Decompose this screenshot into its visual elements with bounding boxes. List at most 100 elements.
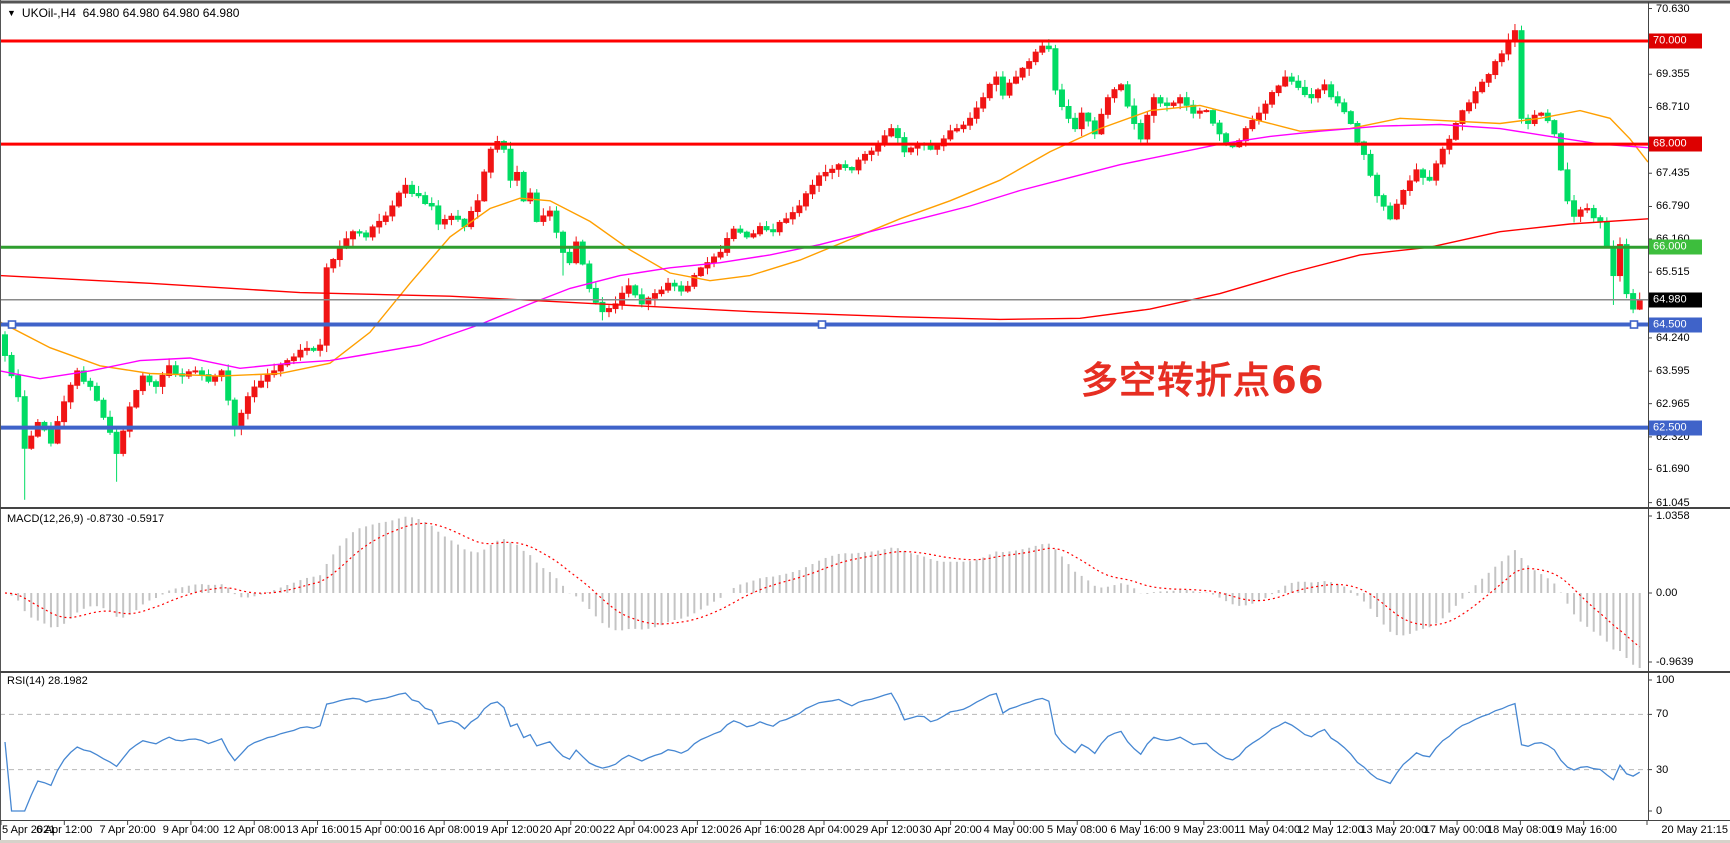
candle-body — [212, 375, 219, 382]
candle-body — [1104, 97, 1111, 115]
candle-body — [317, 344, 324, 351]
candle-body — [1065, 105, 1072, 119]
candle-body — [573, 241, 580, 264]
candle-body — [100, 399, 107, 418]
candle-body — [244, 396, 251, 414]
macd-signal-line — [4, 522, 1641, 648]
candle-body — [1472, 91, 1479, 104]
hline-drag-handle[interactable] — [1629, 320, 1639, 329]
candle-body — [855, 159, 862, 171]
candle-body — [973, 107, 980, 119]
candle-body — [953, 128, 960, 132]
candle-body — [80, 370, 87, 382]
candle-body — [533, 192, 540, 222]
candle-body — [678, 285, 685, 292]
candle-body — [737, 228, 744, 233]
candle-body — [113, 431, 120, 454]
candle-body — [1052, 48, 1059, 91]
candle-body — [1623, 244, 1630, 295]
candle-body — [15, 375, 22, 398]
candle-body — [645, 297, 652, 305]
candle-body — [54, 421, 61, 444]
candle-body — [691, 275, 698, 287]
candle-body — [277, 364, 284, 372]
candle-body — [980, 97, 987, 109]
candle-body — [1630, 293, 1637, 310]
candle-body — [1137, 122, 1144, 140]
candle-body — [1413, 169, 1420, 182]
candle-body — [1216, 122, 1223, 135]
candle-body — [1006, 82, 1013, 96]
candle-body — [435, 205, 442, 225]
candle-body — [474, 200, 481, 212]
candle-body — [743, 231, 750, 238]
candle-body — [592, 287, 599, 303]
candle-body — [1131, 105, 1138, 124]
candle-body — [684, 285, 691, 292]
candle-body — [487, 148, 494, 173]
candle-body — [205, 374, 212, 382]
macd-histogram — [10, 516, 1641, 668]
candle-body — [454, 215, 461, 220]
candle-body — [152, 381, 159, 387]
candle-body — [1452, 122, 1459, 140]
candle-body — [330, 259, 337, 269]
candle-body — [1282, 76, 1289, 87]
candle-body — [415, 193, 422, 197]
candle-body — [258, 380, 265, 388]
candle-body — [107, 416, 114, 433]
candle-body — [389, 205, 396, 217]
candle-body — [750, 233, 757, 238]
candle-body — [934, 145, 941, 150]
candle-body — [1360, 141, 1367, 155]
candle-body — [967, 117, 974, 126]
candle-body — [1111, 89, 1118, 99]
candle-body — [166, 365, 173, 376]
candle-body — [303, 347, 310, 351]
candle-body — [1420, 169, 1427, 178]
candle-body — [1275, 85, 1282, 94]
candle-body — [185, 371, 192, 377]
candle-body — [1347, 111, 1354, 124]
candle-body — [1072, 117, 1079, 130]
candle-body — [1013, 76, 1020, 84]
candle-body — [658, 289, 665, 295]
candle-body — [271, 370, 278, 376]
candle-body — [612, 303, 619, 310]
ma-slow-red-line — [0, 218, 1649, 321]
candle-body — [717, 251, 724, 258]
candle-body — [553, 210, 560, 233]
candle-body — [1045, 45, 1052, 50]
candle-body — [402, 184, 409, 194]
candle-body — [1387, 205, 1394, 220]
candle-body — [1288, 76, 1295, 82]
candle-body — [349, 231, 356, 240]
candle-body — [835, 164, 842, 170]
candle-body — [1183, 97, 1190, 106]
candle-body — [395, 192, 402, 207]
candle-body — [697, 267, 704, 277]
candle-body — [93, 385, 100, 401]
candle-body — [1603, 220, 1610, 248]
candle-body — [1571, 200, 1578, 217]
candle-body — [1505, 40, 1512, 55]
candle-body — [1032, 51, 1039, 63]
candle-body — [87, 380, 94, 387]
candle-body — [1393, 203, 1400, 220]
window-bottom-edge — [0, 840, 1730, 843]
hline-drag-handle[interactable] — [7, 320, 17, 329]
hline-drag-handle[interactable] — [817, 320, 827, 329]
candle-body — [264, 374, 271, 382]
candle-body — [172, 365, 179, 375]
candle-body — [1150, 97, 1157, 116]
candle-body — [665, 282, 672, 291]
candle-body — [47, 429, 54, 444]
candle-body — [133, 390, 140, 408]
candle-body — [1610, 246, 1617, 277]
candle-body — [586, 263, 593, 289]
candle-body — [192, 370, 199, 373]
candle-body — [907, 147, 914, 153]
candle-body — [1328, 84, 1335, 98]
